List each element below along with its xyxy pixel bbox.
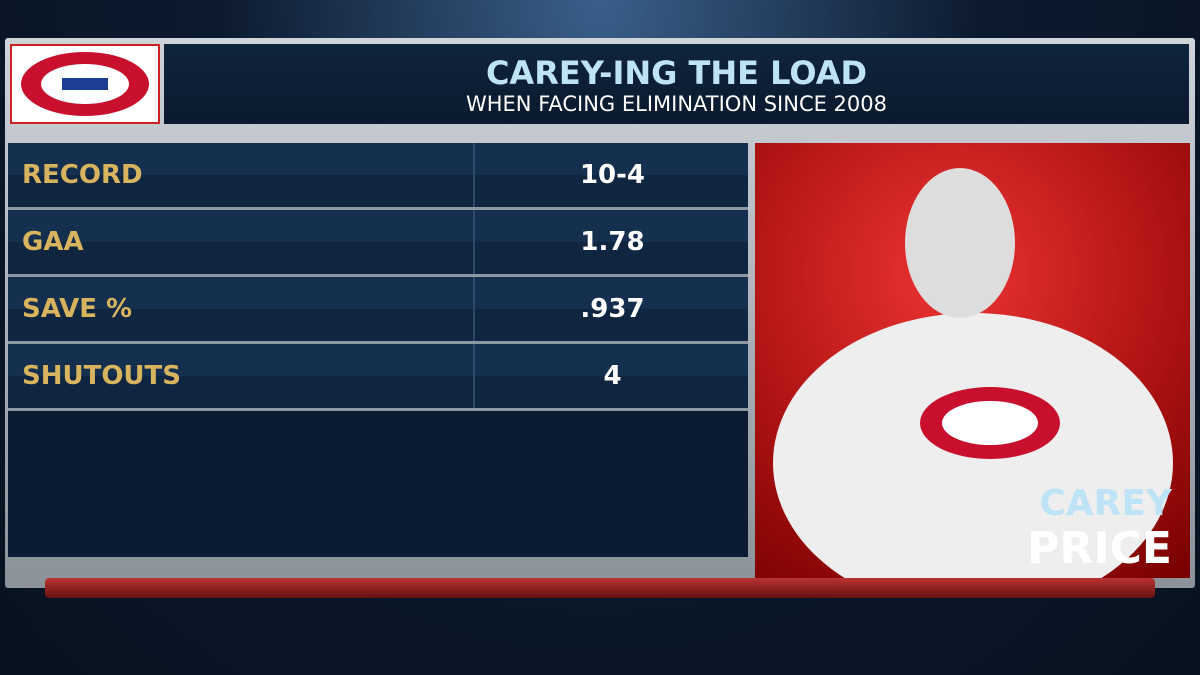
title: CAREY-ING THE LOAD [485, 54, 868, 92]
stat-label: RECORD [22, 160, 143, 190]
player-art [773, 168, 1173, 578]
logo-art [21, 52, 149, 116]
stat-value: 4 [473, 344, 750, 408]
stat-label: SAVE % [22, 294, 133, 324]
subtitle: WHEN FACING ELIMINATION SINCE 2008 [465, 92, 887, 116]
stat-row: SHUTOUTS 4 [8, 344, 748, 411]
team-logo [10, 44, 160, 124]
player-photo: CAREY PRICE [755, 143, 1190, 578]
stat-label: SHUTOUTS [22, 361, 182, 391]
stat-value: .937 [473, 277, 750, 341]
last-name: PRICE [1027, 523, 1172, 574]
stats-table: RECORD 10-4 GAA 1.78 SAVE % .937 SHUTOUTS 4 [8, 143, 748, 557]
stat-value: 10-4 [473, 143, 750, 207]
header: CAREY-ING THE LOAD WHEN FACING ELIMINATI… [164, 44, 1189, 124]
stat-row: GAA 1.78 [8, 210, 748, 277]
stat-label: GAA [22, 227, 84, 257]
first-name: CAREY [1039, 483, 1172, 524]
stat-value: 1.78 [473, 210, 750, 274]
stat-row: RECORD 10-4 [8, 143, 748, 210]
bottom-bar [45, 578, 1155, 598]
stat-row: SAVE % .937 [8, 277, 748, 344]
